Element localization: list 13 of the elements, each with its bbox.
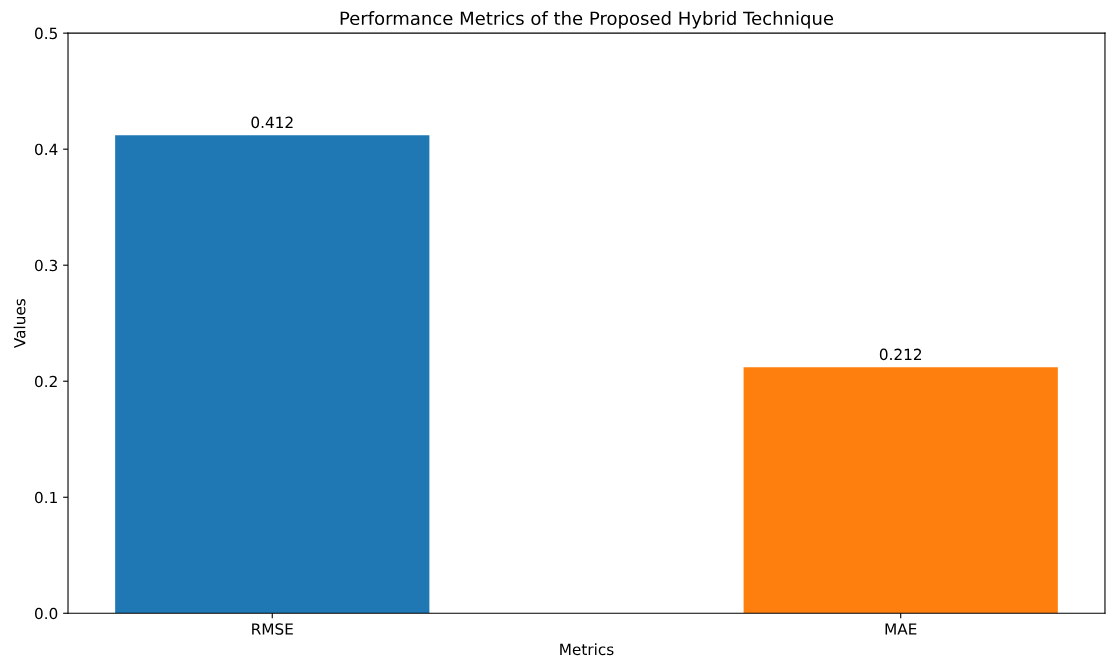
x-tick-label: MAE [885,623,917,635]
data-label: 0.212 [879,348,922,361]
x-axis-title: Metrics [560,643,614,656]
y-tick-label: 0.4 [35,143,58,156]
data-label: 0.412 [251,116,293,129]
y-tick-label: 0.2 [35,375,57,388]
y-tick-label: 0.1 [35,491,57,504]
x-tick-label: RMSE [252,623,293,635]
chart-title: Performance Metrics of the Proposed Hybrid Technique [340,11,834,29]
y-tick-label: 0.0 [35,607,58,620]
y-tick-label: 0.5 [35,27,57,40]
y-tick-label: 0.3 [35,259,58,272]
y-axis-title: Values [13,299,26,349]
